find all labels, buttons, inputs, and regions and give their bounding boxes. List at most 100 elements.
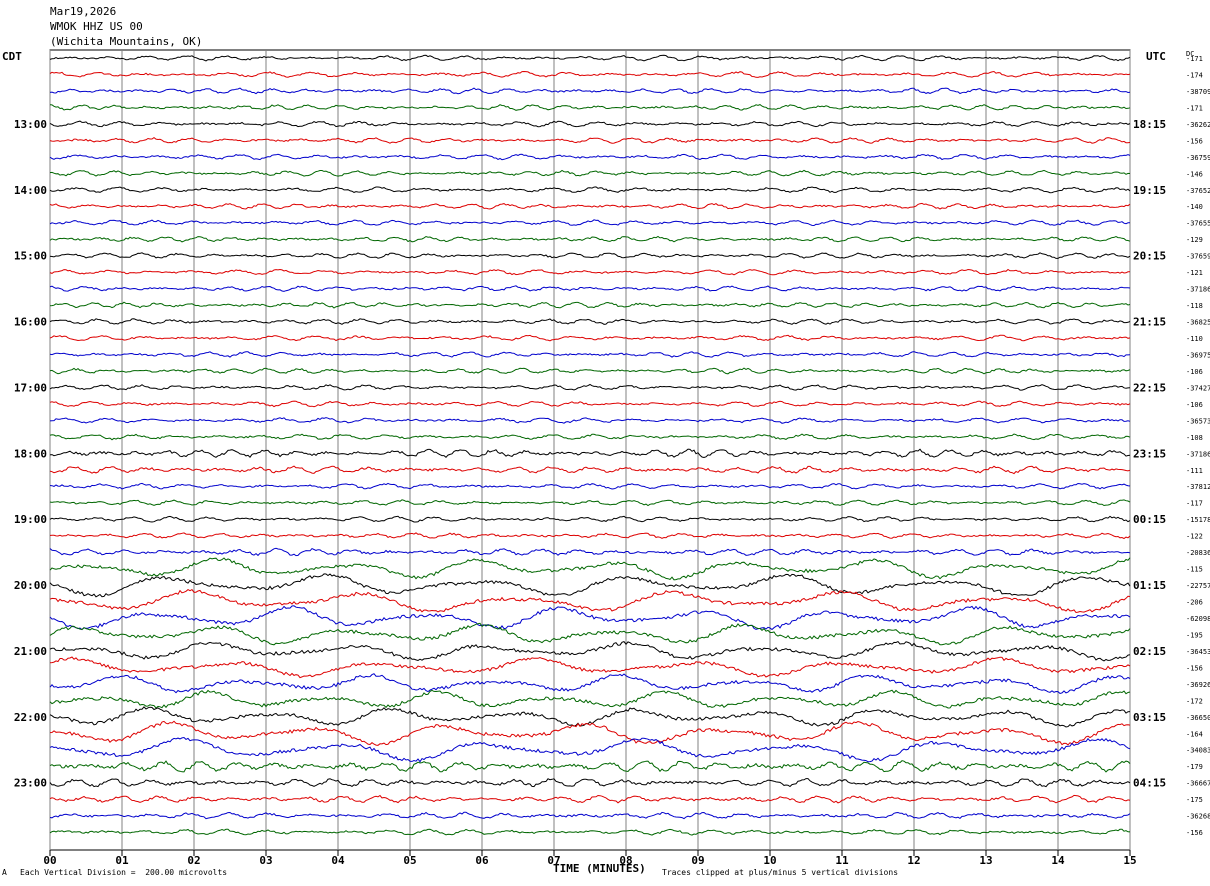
dc-offset-label: -37427: [1186, 384, 1210, 392]
dc-offset-label: -195: [1186, 631, 1203, 639]
dc-offset-label: -175: [1186, 796, 1203, 804]
left-hour-label: 20:00: [14, 579, 47, 592]
right-hour-label: 02:15: [1133, 645, 1166, 658]
dc-offset-label: -36650: [1186, 714, 1210, 722]
dc-offset-label: -106: [1186, 401, 1203, 409]
x-tick-label: 13: [979, 854, 992, 867]
x-tick-label: 04: [331, 854, 345, 867]
dc-offset-label: -122: [1186, 533, 1203, 541]
dc-offset-label: -38709: [1186, 88, 1210, 96]
x-tick-label: 15: [1123, 854, 1136, 867]
dc-offset-label: -36262: [1186, 121, 1210, 129]
dc-offset-label: -206: [1186, 599, 1203, 607]
dc-offset-label: -36926: [1186, 681, 1210, 689]
dc-offset-label: -156: [1186, 137, 1203, 145]
trace-line: [49, 104, 1131, 111]
x-axis-title: TIME (MINUTES): [553, 862, 646, 875]
trace-line: [49, 760, 1131, 773]
trace-line: [49, 136, 1131, 144]
x-tick-label: 02: [187, 854, 200, 867]
x-tick-label: 00: [43, 854, 56, 867]
trace-line: [49, 499, 1131, 507]
right-hour-label: 00:15: [1133, 513, 1166, 526]
dc-offset-label: -36667: [1186, 780, 1210, 788]
right-hour-label: 04:15: [1133, 777, 1166, 790]
trace-line: [49, 318, 1131, 325]
dc-offset-label: -156: [1186, 664, 1203, 672]
dc-offset-label: -37186: [1186, 450, 1210, 458]
dc-offset-label: -22757: [1186, 582, 1210, 590]
trace-line: [49, 87, 1131, 95]
dc-offset-label: -118: [1186, 302, 1203, 310]
right-hour-label: 03:15: [1133, 711, 1166, 724]
trace-line: [49, 532, 1131, 540]
right-timezone-label: UTC: [1146, 50, 1166, 63]
right-hour-label: 21:15: [1133, 316, 1166, 329]
dc-offset-label: -179: [1186, 763, 1203, 771]
dc-offset-label: -37655: [1186, 220, 1210, 228]
trace-line: [49, 120, 1131, 128]
right-hour-label: 22:15: [1133, 381, 1166, 394]
dc-offset-label: -108: [1186, 434, 1203, 442]
trace-line: [49, 515, 1131, 523]
trace-line: [49, 689, 1131, 709]
dc-offset-label: -20836: [1186, 549, 1210, 557]
dc-offset-label: -156: [1186, 829, 1203, 837]
trace-line: [49, 400, 1131, 408]
dc-offset-label: -37652: [1186, 187, 1210, 195]
trace-line: [49, 235, 1131, 243]
trace-line: [49, 219, 1130, 227]
trace-line: [49, 153, 1131, 161]
left-hour-label: 21:00: [14, 645, 47, 658]
dc-offset-label: -37812: [1186, 483, 1210, 491]
dc-offset-label: -37186: [1186, 286, 1210, 294]
left-hour-label: 14:00: [14, 184, 47, 197]
header-location: (Wichita Mountains, OK): [50, 35, 203, 48]
dc-offset-label: -15178: [1186, 516, 1210, 524]
dc-offset-label: -111: [1186, 467, 1203, 475]
right-hour-label: 23:15: [1133, 447, 1166, 460]
dc-column-label: DC: [1186, 50, 1194, 58]
trace-line: [49, 605, 1131, 631]
right-hour-label: 18:15: [1133, 118, 1166, 131]
trace-line: [49, 482, 1131, 490]
dc-offset-label: -36825: [1186, 319, 1210, 327]
trace-line: [49, 169, 1131, 177]
dc-offset-label: -172: [1186, 697, 1203, 705]
dc-offset-label: -36573: [1186, 417, 1210, 425]
dc-offset-label: -129: [1186, 236, 1203, 244]
footer-mark: A: [2, 868, 7, 877]
dc-offset-label: -36453: [1186, 648, 1210, 656]
right-hour-label: 01:15: [1133, 579, 1166, 592]
trace-line: [49, 794, 1131, 804]
dc-offset-label: -117: [1186, 500, 1203, 508]
left-hour-label: 23:00: [14, 777, 47, 790]
trace-line: [49, 70, 1131, 78]
dc-offset-label: -106: [1186, 368, 1203, 376]
trace-line: [49, 706, 1131, 728]
dc-offset-label: -62098: [1186, 615, 1210, 623]
left-hour-label: 18:00: [14, 447, 47, 460]
trace-line: [49, 285, 1131, 292]
header-station: WMOK HHZ US 00: [50, 20, 143, 33]
dc-offset-label: -174: [1186, 71, 1203, 79]
x-tick-label: 07: [547, 854, 560, 867]
x-tick-label: 08: [619, 854, 632, 867]
dc-offset-label: -36268: [1186, 813, 1210, 821]
left-hour-label: 13:00: [14, 118, 47, 131]
trace-line: [49, 736, 1131, 763]
trace-line: [49, 622, 1131, 646]
trace-line: [49, 301, 1131, 309]
trace-line: [49, 588, 1131, 614]
dc-offset-label: -36975: [1186, 351, 1210, 359]
trace-line: [49, 465, 1131, 475]
trace-line: [49, 573, 1131, 598]
trace-line: [49, 448, 1131, 459]
trace-line: [49, 656, 1131, 679]
footer-scale-note: Each Vertical Division = 200.00 microvol…: [20, 868, 228, 877]
dc-offset-label: -146: [1186, 170, 1203, 178]
trace-line: [49, 268, 1130, 276]
trace-line: [49, 673, 1131, 695]
trace-line: [49, 433, 1131, 441]
